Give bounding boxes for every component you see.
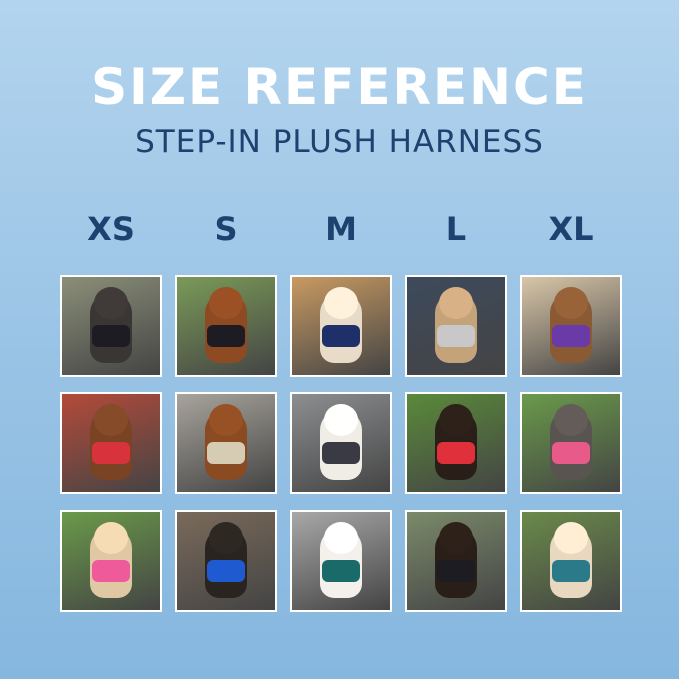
dog-head	[209, 404, 243, 436]
size-label-s: S	[214, 210, 238, 248]
harness	[322, 325, 360, 347]
dog-photo-xs-1	[60, 275, 162, 377]
size-label-m: M	[325, 210, 357, 248]
dog-photo-xl-2	[520, 392, 622, 494]
harness	[437, 325, 475, 347]
page-title: SIZE REFERENCE	[91, 58, 588, 116]
dog-head	[439, 287, 473, 319]
page-subtitle: STEP-IN PLUSH HARNESS	[135, 124, 544, 160]
dog-head	[94, 522, 128, 554]
dog-head	[94, 287, 128, 319]
harness	[92, 560, 130, 582]
dog-photo-xl-1	[520, 275, 622, 377]
harness	[437, 442, 475, 464]
harness	[92, 325, 130, 347]
dog-head	[554, 287, 588, 319]
harness	[92, 442, 130, 464]
dog-photo-l-1	[405, 275, 507, 377]
harness	[207, 560, 245, 582]
dog-photo-xl-3	[520, 510, 622, 612]
dog-photo-m-3	[290, 510, 392, 612]
dog-head	[554, 522, 588, 554]
harness	[437, 560, 475, 582]
dog-photo-s-3	[175, 510, 277, 612]
dog-head	[94, 404, 128, 436]
harness	[552, 560, 590, 582]
dog-photo-xs-2	[60, 392, 162, 494]
dog-photo-l-3	[405, 510, 507, 612]
size-label-xs: XS	[87, 210, 135, 248]
dog-head	[209, 287, 243, 319]
dog-photo-s-2	[175, 392, 277, 494]
harness	[322, 560, 360, 582]
dog-head	[439, 404, 473, 436]
dog-head	[324, 287, 358, 319]
dog-head	[439, 522, 473, 554]
dog-head	[324, 404, 358, 436]
dog-photo-xs-3	[60, 510, 162, 612]
harness	[207, 325, 245, 347]
harness	[552, 325, 590, 347]
harness	[552, 442, 590, 464]
harness	[322, 442, 360, 464]
dog-head	[324, 522, 358, 554]
harness	[207, 442, 245, 464]
size-label-l: L	[445, 210, 467, 248]
dog-photo-s-1	[175, 275, 277, 377]
dog-head	[554, 404, 588, 436]
dog-photo-m-1	[290, 275, 392, 377]
size-label-xl: XL	[548, 210, 594, 248]
dog-photo-l-2	[405, 392, 507, 494]
dog-photo-m-2	[290, 392, 392, 494]
dog-head	[209, 522, 243, 554]
